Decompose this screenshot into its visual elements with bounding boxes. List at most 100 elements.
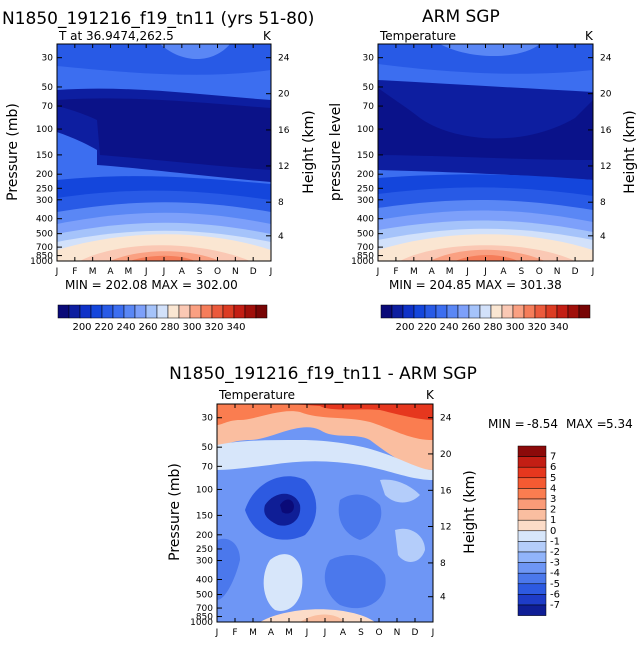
obs-ytick-label: 700 (357, 243, 374, 253)
diff-min-label: MIN = (488, 417, 525, 431)
model-colorbar-label: 340 (226, 322, 245, 333)
diff-xtick-label: D (412, 628, 419, 638)
model-colorbar-swatch (57, 304, 70, 319)
obs-colorbar-swatch (424, 304, 437, 319)
model-units: K (263, 29, 272, 43)
model-ytick-label: 50 (42, 83, 54, 93)
model-axes: J F M A M J J A S O N D J305070100150200250300400500… (30, 44, 290, 277)
obs-ytick-label: 400 (357, 215, 374, 225)
diff-ytick-label: 250 (196, 545, 213, 555)
obs-ytick-right-label: 24 (600, 54, 612, 64)
obs-xtick-label: A (500, 267, 507, 277)
model-ylabel-right: Height (km) (301, 110, 317, 193)
obs-xtick-label: F (393, 267, 398, 277)
model-colorbar-swatch (178, 304, 191, 319)
obs-xtick-label: D (572, 267, 579, 277)
obs-ytick-right-label: 4 (600, 232, 606, 242)
diff-cold-lower (324, 555, 386, 609)
obs-title: ARM SGP (422, 7, 500, 27)
diff-cold-right (338, 494, 382, 540)
diff-colorbar-label: 0 (550, 526, 556, 537)
model-ytick-label: 500 (36, 230, 53, 240)
model-colorbar-swatch (145, 304, 158, 319)
model-ytick-right-label: 16 (278, 126, 290, 136)
obs-colorbar-swatch (380, 304, 393, 319)
obs-xtick-label: M (446, 267, 454, 277)
obs-colorbar-swatch (490, 304, 503, 319)
model-ytick-label: 150 (36, 151, 53, 161)
model-colorbar-swatch (255, 304, 268, 319)
diff-panel: N1850_191216_f19_tn11 - ARM SGP Temperat… (167, 364, 633, 638)
model-ytick-right-label: 20 (278, 90, 290, 100)
diff-xtick-label: S (358, 628, 364, 638)
obs-stats: MIN = 204.85 MAX = 301.38 (389, 278, 562, 292)
diff-colorbar-swatch (517, 488, 547, 500)
diff-xtick-label: J (215, 628, 219, 638)
obs-axes: J F M A M J J A S O N D J305070100150200250300400500… (351, 44, 612, 277)
model-ytick-right-label: 24 (278, 54, 290, 64)
obs-band-warm4 (455, 255, 518, 261)
diff-units: K (426, 388, 435, 402)
diff-ytick-right-label: 20 (440, 450, 452, 460)
model-colorbar-swatch (200, 304, 213, 319)
diff-cold-blob-c (280, 499, 294, 514)
diff-colorbar-swatch (517, 541, 547, 553)
obs-xtick-label: O (536, 267, 543, 277)
obs-panel: ARM SGP Temperature K J F M A M J J A S O N D J30507… (328, 7, 638, 292)
diff-colorbar-swatch (517, 445, 547, 457)
diff-colorbar-swatch (517, 604, 547, 616)
obs-xtick-label: J (591, 267, 595, 277)
diff-ytick-label: 850 (196, 613, 213, 623)
obs-xtick-label: A (429, 267, 436, 277)
model-ytick-label: 100 (36, 125, 53, 135)
obs-xtick-label: J (483, 267, 487, 277)
obs-colorbar-label: 260 (461, 322, 480, 333)
model-xtick-label: N (232, 267, 239, 277)
diff-warm-bottom2 (300, 614, 345, 622)
model-colorbar-swatch (79, 304, 92, 319)
diff-colorbar-swatch (517, 594, 547, 606)
obs-colorbar-label: 220 (417, 322, 436, 333)
diff-light-region (263, 554, 303, 611)
model-xtick-label: M (124, 267, 132, 277)
diff-ylabel: Pressure (mb) (167, 463, 183, 561)
obs-contour-field (378, 44, 593, 261)
model-subtitle: T at 36.9474,262.5 (58, 29, 174, 43)
diff-ytick-label: 200 (196, 531, 213, 541)
obs-colorbar-label: 340 (549, 322, 568, 333)
model-ytick-label: 300 (36, 196, 53, 206)
model-colorbar-swatch (123, 304, 136, 319)
diff-colorbar-label: 7 (550, 452, 556, 463)
diff-colorbar-label: -6 (550, 589, 560, 600)
obs-colorbar-label: 200 (395, 322, 414, 333)
model-xtick-label: J (269, 267, 273, 277)
obs-ytick-label: 150 (357, 151, 374, 161)
obs-colorbar-label: 320 (527, 322, 546, 333)
model-colorbar-swatch (112, 304, 125, 319)
obs-subtitle: Temperature (379, 29, 456, 43)
model-title: N1850_191216_f19_tn11 (yrs 51-80) (2, 9, 314, 29)
diff-light-band (380, 479, 420, 503)
diff-colorbar-label: 4 (550, 483, 556, 494)
model-xtick-label: M (89, 267, 97, 277)
obs-colorbar-swatch (457, 304, 470, 319)
diff-cold-left (217, 538, 240, 600)
obs-units: K (585, 29, 594, 43)
diff-colorbar-swatch (517, 572, 547, 585)
model-ytick-label: 700 (36, 243, 53, 253)
obs-xtick-label: N (554, 267, 561, 277)
model-ytick-label: 200 (36, 170, 53, 180)
obs-band-darkest (378, 88, 593, 160)
diff-ytick-right-label: 12 (440, 523, 451, 533)
diff-ytick-right-label: 4 (440, 593, 446, 603)
obs-band-toplight (440, 44, 540, 56)
model-band-toplight (160, 44, 230, 60)
obs-colorbar-swatch (413, 304, 426, 319)
model-xtick-label: D (250, 267, 257, 277)
diff-subtitle: Temperature (218, 388, 295, 402)
model-colorbar-swatch (167, 304, 180, 319)
obs-colorbar-swatch (402, 304, 415, 319)
diff-xtick-label: M (285, 628, 293, 638)
model-stats: MIN = 202.08 MAX = 302.00 (65, 278, 238, 292)
diff-ytick-label: 1000 (190, 618, 213, 628)
